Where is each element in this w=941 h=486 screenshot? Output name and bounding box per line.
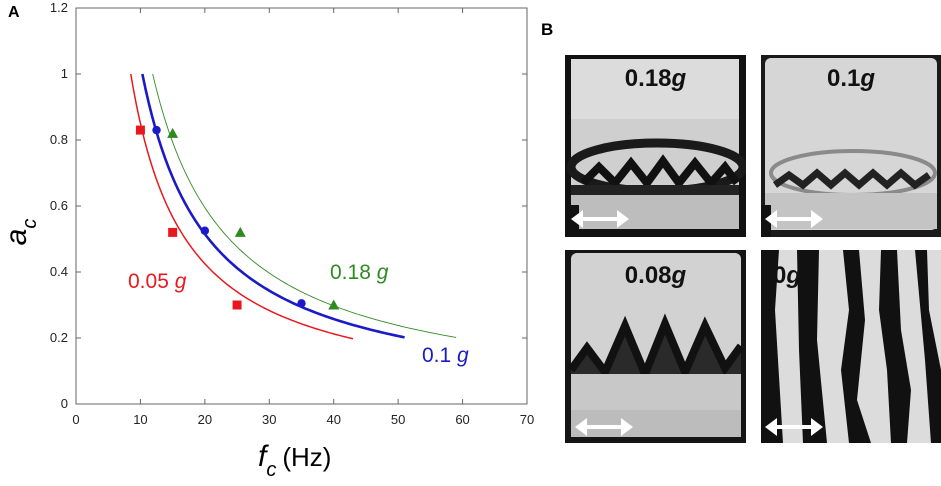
- photo-0g-image: [761, 250, 941, 443]
- photo-018g-label: 0.18g: [624, 65, 687, 92]
- y-tick-label: 0: [61, 396, 68, 411]
- panel-a-label: A: [8, 4, 20, 21]
- data-point-triangle: [328, 299, 340, 310]
- data-point-circle: [200, 226, 210, 235]
- accelerations-frequency-chart: A 00.20.40.60.811.2 0 10 20 30 40 50 60 70 ac f…: [0, 0, 534, 481]
- data-point-circle: [152, 125, 161, 135]
- data-point-square: [232, 300, 242, 310]
- double-arrow-icon: [575, 418, 633, 436]
- x-tick-label: 60: [455, 412, 469, 427]
- x-tick-label: 10: [133, 412, 147, 427]
- y-tick-label: 0.8: [50, 132, 68, 147]
- series-label-005g: 0.05 g: [128, 270, 187, 293]
- photo-008g: 0.08g: [565, 250, 746, 443]
- photo-0g-label: 0g: [773, 262, 802, 289]
- x-tick-label: 20: [198, 412, 212, 427]
- photo-008g-image: [565, 250, 746, 443]
- x-tick-label: 0: [72, 412, 79, 427]
- photo-01g-label: 0.1g: [826, 65, 876, 92]
- double-arrow-icon: [765, 418, 823, 436]
- y-axis-label-sub: c: [19, 219, 41, 229]
- double-arrow-icon: [765, 210, 823, 228]
- series-label-018g: 0.18 g: [330, 261, 389, 284]
- y-tick-label: 0.4: [50, 264, 68, 279]
- svg-text:ac: ac: [0, 219, 41, 246]
- photo-008g-label: 0.08g: [624, 262, 687, 289]
- x-tick-label: 70: [520, 412, 534, 427]
- y-tick-label: 0.2: [50, 330, 68, 345]
- photo-018g: 0.18g: [565, 55, 746, 237]
- fit-curve-005g: [130, 73, 354, 340]
- x-tick-label: 50: [391, 412, 405, 427]
- series-label-01g: 0.1 g: [422, 344, 469, 367]
- x-axis-label-main: f: [258, 440, 269, 473]
- data-markers: [135, 125, 340, 310]
- data-point-triangle: [167, 127, 179, 138]
- data-point-square: [135, 125, 145, 135]
- data-point-triangle: [234, 226, 246, 237]
- photo-01g: 0.1g: [761, 55, 941, 237]
- x-axis-label-unit: (Hz): [282, 442, 331, 472]
- y-axis-label-main: a: [0, 229, 33, 246]
- double-arrow-icon: [571, 210, 629, 228]
- panel-b-label: B: [541, 20, 554, 39]
- x-axis-label-sub: c: [266, 459, 276, 481]
- y-tick-label: 1.2: [50, 0, 68, 15]
- photo-018g-image: [565, 55, 746, 237]
- y-axis-label: ac: [0, 219, 41, 246]
- photo-01g-image: [761, 55, 941, 237]
- photo-0g: 0g: [761, 250, 941, 443]
- x-axis-ticks: 0 10 20 30 40 50 60 70: [72, 8, 534, 427]
- x-tick-label: 40: [326, 412, 340, 427]
- y-axis-ticks: 0 0.2 0.4 0.6 0.8 1 1.2: [50, 0, 527, 411]
- x-axis-label: fc (Hz): [258, 440, 331, 481]
- x-tick-label: 30: [262, 412, 276, 427]
- y-tick-label: 0.6: [50, 198, 68, 213]
- fit-curves: [130, 73, 457, 340]
- fit-curve-018g: [152, 73, 457, 338]
- data-point-square: [168, 227, 178, 237]
- fit-curve-01g: [141, 73, 405, 339]
- y-tick-label: 1: [61, 66, 68, 81]
- data-point-circle: [297, 299, 306, 308]
